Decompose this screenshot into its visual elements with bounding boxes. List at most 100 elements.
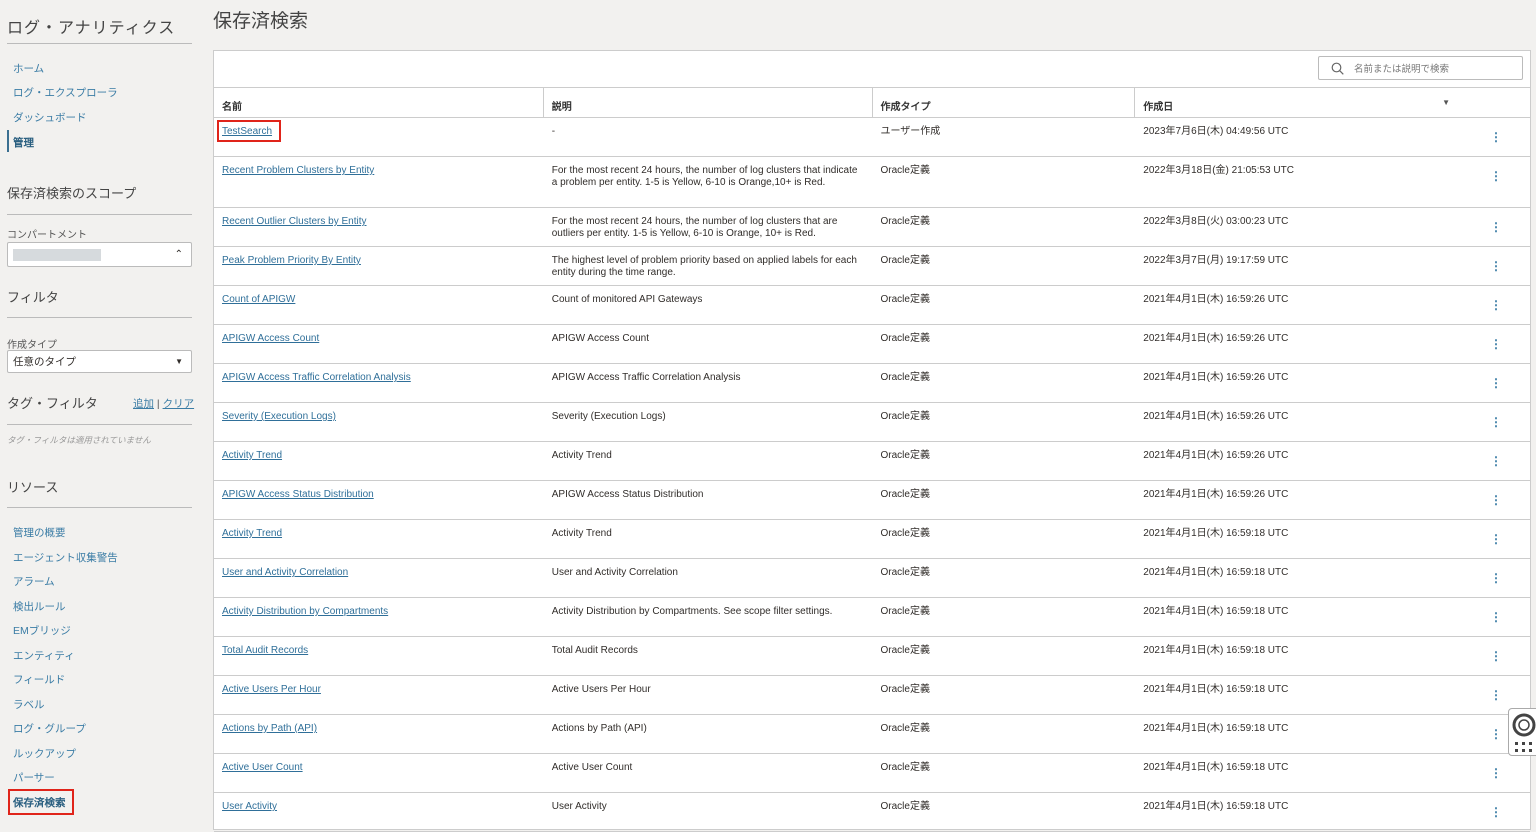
divider [7,424,192,425]
description-cell: APIGW Access Status Distribution [551,489,704,500]
resource-nav-item[interactable]: パーサー [13,772,55,784]
nav-dashboard[interactable]: ダッシュボード [13,112,87,124]
creation-type-cell: Oracle定義 [880,411,930,422]
more-actions-icon[interactable]: ⋮ [1490,649,1502,663]
saved-search-link[interactable]: Peak Problem Priority By Entity [222,255,361,266]
created-date-cell: 2022年3月8日(火) 03:00:23 UTC [1143,216,1289,227]
saved-search-link[interactable]: Total Audit Records [222,645,309,656]
creation-type-value: 任意のタイプ [13,356,76,368]
saved-search-link[interactable]: Active User Count [222,762,303,773]
resource-nav-item[interactable]: アラーム [13,576,55,588]
table-row: APIGW Access Traffic Correlation Analysi… [214,364,1530,403]
saved-search-link[interactable]: TestSearch [222,126,273,137]
more-actions-icon[interactable]: ⋮ [1490,532,1502,546]
saved-search-link[interactable]: Activity Trend [222,528,283,539]
highlight-box [8,789,74,815]
resource-nav-item[interactable]: ルックアップ [13,747,76,760]
creation-type-cell: Oracle定義 [880,645,930,656]
more-actions-icon[interactable]: ⋮ [1490,727,1502,741]
add-tag-link[interactable]: 追加 [133,398,154,410]
resource-nav-item[interactable]: 保存済検索 [13,796,66,809]
description-cell: Active Users Per Hour [551,684,651,695]
created-date-cell: 2021年4月1日(木) 16:59:26 UTC [1143,294,1289,305]
resource-nav-item[interactable]: ラベル [13,698,45,711]
saved-search-link[interactable]: APIGW Access Count [222,333,320,344]
app-title: ログ・アナリティクス [7,20,176,37]
saved-search-link[interactable]: Activity Distribution by Compartments [222,606,389,617]
compartment-select[interactable]: ⌃ [7,242,192,267]
table-row: TestSearch - ユーザー作成 2023年7月6日(木) 04:49:5… [214,118,1530,157]
saved-search-link[interactable]: Recent Outlier Clusters by Entity [222,216,367,227]
more-actions-icon[interactable]: ⋮ [1490,220,1502,234]
created-date-cell: 2021年4月1日(木) 16:59:26 UTC [1143,450,1289,461]
saved-search-link[interactable]: Severity (Execution Logs) [222,411,336,422]
more-actions-icon[interactable]: ⋮ [1490,454,1502,468]
table-row: Count of APIGW Count of monitored API Ga… [214,286,1530,325]
apps-grid-icon [1515,742,1532,752]
description-cell: Severity (Execution Logs) [551,411,666,422]
creation-type-cell: ユーザー作成 [880,126,941,137]
nav-administration[interactable]: 管理 [13,137,34,149]
divider [7,317,192,318]
creation-type-cell: Oracle定義 [880,294,930,305]
creation-type-cell: Oracle定義 [880,762,930,773]
more-actions-icon[interactable]: ⋮ [1490,376,1502,390]
resource-nav-item[interactable]: EMブリッジ [13,625,71,637]
column-name[interactable]: 名前 [214,88,544,117]
saved-search-link[interactable]: User Activity [222,801,278,812]
table-row: Active Users Per Hour Active Users Per H… [214,676,1530,715]
more-actions-icon[interactable]: ⋮ [1490,130,1502,144]
resource-nav-item[interactable]: 管理の概要 [13,527,66,539]
filter-title: フィルタ [7,290,59,305]
nav-log-explorer[interactable]: ログ・エクスプローラ [13,87,118,99]
saved-search-link[interactable]: Count of APIGW [222,294,296,305]
resource-nav-item[interactable]: フィールド [13,674,66,686]
resource-nav-item[interactable]: エージェント収集警告 [13,551,118,564]
created-date-cell: 2021年4月1日(木) 16:59:18 UTC [1143,801,1289,812]
more-actions-icon[interactable]: ⋮ [1490,259,1502,273]
column-description[interactable]: 説明 [544,88,873,117]
saved-search-link[interactable]: Activity Trend [222,450,283,461]
more-actions-icon[interactable]: ⋮ [1490,805,1502,819]
more-actions-icon[interactable]: ⋮ [1490,610,1502,624]
creation-type-cell: Oracle定義 [880,723,930,734]
more-actions-icon[interactable]: ⋮ [1490,169,1502,183]
divider [7,43,192,44]
description-cell: For the most recent 24 hours, the number… [551,216,838,239]
more-actions-icon[interactable]: ⋮ [1490,493,1502,507]
search-icon [1331,62,1344,75]
nav-home[interactable]: ホーム [13,63,45,75]
saved-search-link[interactable]: Active Users Per Hour [222,684,321,695]
compartment-label: コンパートメント [7,230,87,241]
sort-descending-icon[interactable]: ▼ [1442,98,1450,107]
caret-down-icon: ▼ [175,357,183,366]
creation-type-cell: Oracle定義 [880,450,930,461]
created-date-cell: 2021年4月1日(木) 16:59:26 UTC [1143,333,1289,344]
saved-search-link[interactable]: Recent Problem Clusters by Entity [222,165,375,176]
more-actions-icon[interactable]: ⋮ [1490,688,1502,702]
creation-type-select[interactable]: 任意のタイプ ▼ [7,350,192,373]
saved-search-link[interactable]: APIGW Access Status Distribution [222,489,374,500]
table-row: Activity Trend Activity Trend Oracle定義 2… [214,442,1530,481]
more-actions-icon[interactable]: ⋮ [1490,415,1502,429]
more-actions-icon[interactable]: ⋮ [1490,571,1502,585]
help-widget[interactable] [1508,708,1536,756]
column-created-date-label: 作成日 [1143,102,1174,113]
clear-tag-link[interactable]: クリア [162,398,195,410]
more-actions-icon[interactable]: ⋮ [1490,766,1502,780]
resource-nav-item[interactable]: エンティティ [13,649,75,662]
column-created-date[interactable]: 作成日 ▼ [1135,88,1530,117]
creation-type-cell: Oracle定義 [880,684,930,695]
search-input[interactable]: 名前または説明で検索 [1318,56,1523,80]
saved-search-link[interactable]: Actions by Path (API) [222,723,318,734]
table-header: 名前 説明 作成タイプ 作成日 ▼ [214,87,1530,118]
saved-search-link[interactable]: APIGW Access Traffic Correlation Analysi… [222,372,411,383]
more-actions-icon[interactable]: ⋮ [1490,298,1502,312]
more-actions-icon[interactable]: ⋮ [1490,337,1502,351]
column-creation-type[interactable]: 作成タイプ [873,88,1136,117]
table-row: Severity (Execution Logs) Severity (Exec… [214,403,1530,442]
resource-nav-item[interactable]: ログ・グループ [13,723,86,735]
resource-nav-item[interactable]: 検出ルール [13,600,66,613]
saved-search-link[interactable]: User and Activity Correlation [222,567,349,578]
creation-type-cell: Oracle定義 [880,606,930,617]
